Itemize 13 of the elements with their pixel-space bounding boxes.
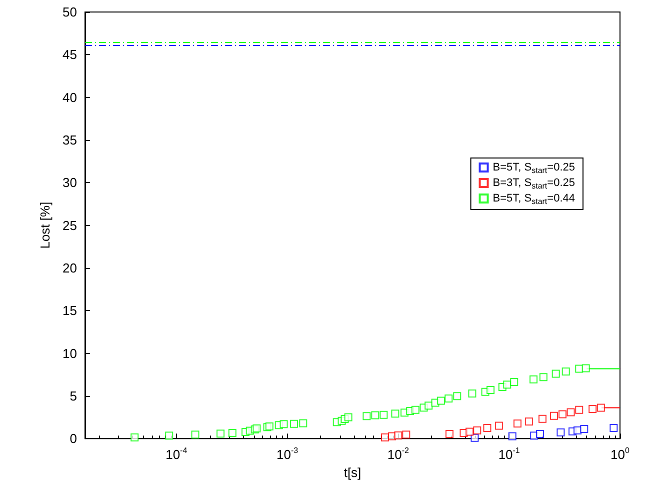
y-tick-label: 5 <box>70 388 77 404</box>
y-axis-title: Lost [%] <box>38 202 53 249</box>
y-tick-label: 35 <box>62 132 77 148</box>
y-tick-label: 10 <box>62 346 77 361</box>
y-tick-label: 45 <box>62 47 77 62</box>
x-axis-title: t[s] <box>344 465 362 480</box>
y-tick-label: 50 <box>62 4 77 20</box>
y-tick-label: 15 <box>62 303 77 318</box>
y-tick-label: 30 <box>62 175 77 190</box>
y-tick-label: 25 <box>62 218 77 233</box>
y-tick-label: 20 <box>62 260 77 276</box>
y-tick-label: 40 <box>62 90 77 105</box>
y-tick-label: 0 <box>70 431 77 446</box>
